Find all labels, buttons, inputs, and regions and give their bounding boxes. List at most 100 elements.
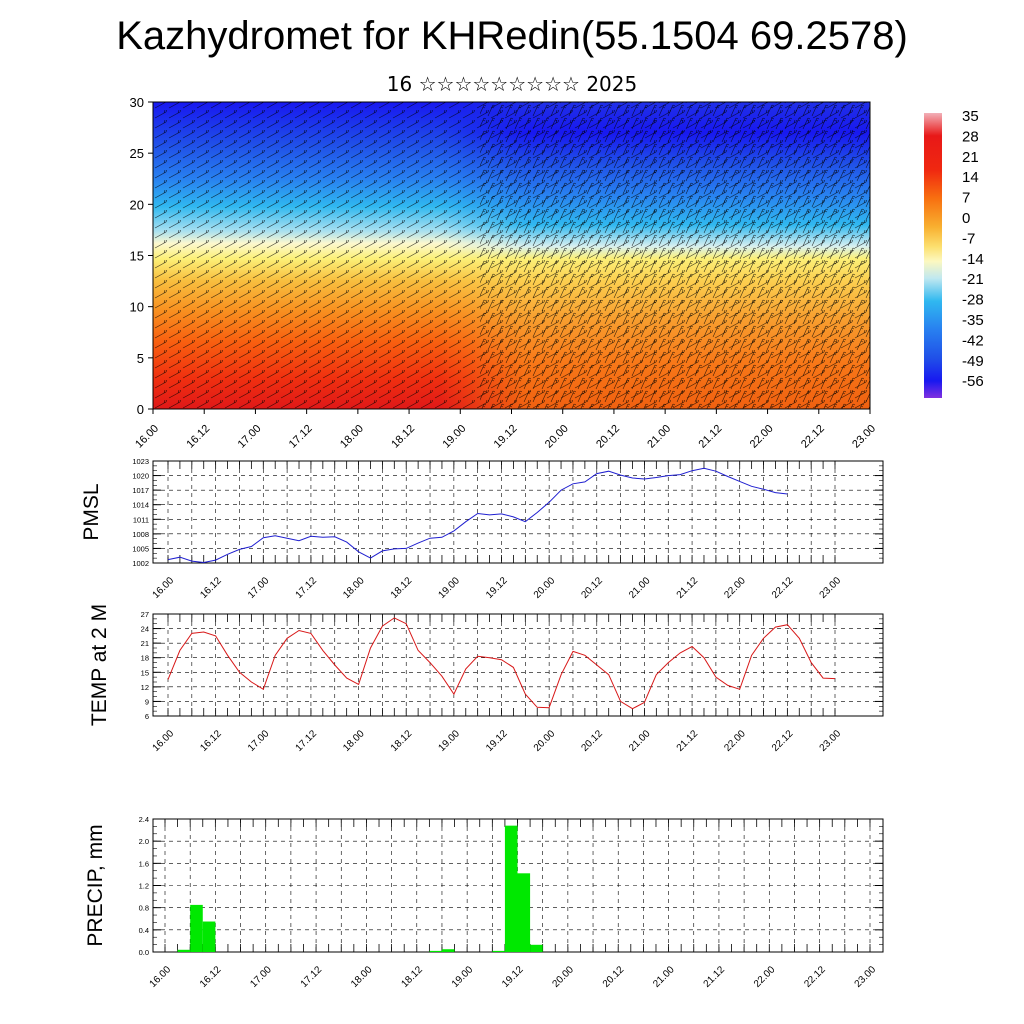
heatmap-xtick-label: 22.12 [799,423,827,451]
ytick-label: 0.0 [139,948,149,957]
precip-bar [190,904,203,952]
xtick-label: 21.00 [627,575,653,601]
ytick-label: 1014 [132,501,149,510]
xtick-label: 23.00 [818,575,844,601]
page-subtitle: 16 ☆☆☆☆☆☆☆☆☆ 2025 [386,72,638,96]
ytick-label: 24 [141,625,149,634]
xtick-label: 20.00 [532,575,558,601]
pmsl-panel: 1002 1005 1008 1011 1014 1017 1020 1023 16.00 16.… [80,457,884,601]
ytick-label: 1023 [132,457,149,466]
xtick-label: 19.00 [437,728,463,754]
temperature-cross-section: 0 5 10 15 20 25 30 16.00 16.12 17.00 17.12 18.00 18… [130,95,879,451]
xtick-label: 17.12 [299,964,325,990]
xtick-label: 17.12 [294,575,320,601]
colorbar-label: -14 [962,251,984,268]
ytick-label: 6 [145,712,149,721]
xtick-label: 20.00 [532,728,558,754]
xtick-label: 16.00 [151,575,177,601]
precip-bar [441,949,455,952]
xtick-label: 21.00 [627,728,653,754]
wind-barbs-layer-2 [480,102,870,409]
precip-bar [177,949,191,952]
xtick-label: 17.00 [246,575,272,601]
precip-panel: 0.0 0.4 0.8 1.2 1.6 2.0 2.4 16.00 16.12 17.00 17.1… [84,815,884,990]
ytick-label: 2.4 [139,815,149,824]
precip-bar [492,950,505,952]
heatmap-xtick-label: 22.00 [748,423,776,451]
xtick-label: 19.00 [437,575,463,601]
heatmap-xtick-label: 21.12 [697,423,725,451]
xtick-label: 21.12 [702,964,728,990]
heatmap-xtick-label: 21.00 [645,423,673,451]
series-line [167,467,788,564]
ytick-label: 1002 [132,559,149,568]
xtick-label: 20.00 [551,964,577,990]
ytick-label: 27 [141,610,149,619]
xtick-label: 20.12 [579,728,605,754]
precip-bar [429,950,442,952]
ytick-label: 18 [141,654,149,663]
xtick-label: 19.00 [450,964,476,990]
y-axis-title: TEMP at 2 M [88,604,111,726]
ytick-label: 1017 [132,486,149,495]
colorbar-label: -35 [962,312,984,329]
xtick-label: 20.12 [601,964,627,990]
colorbar-gradient [924,113,942,398]
ytick-label: 1011 [133,515,149,524]
xtick-label: 16.00 [151,728,177,754]
xtick-label: 22.12 [770,575,796,601]
colorbar-label: 35 [962,108,979,125]
xtick-label: 19.12 [500,964,526,990]
heatmap-xtick-label: 18.00 [338,423,366,451]
colorbar-label: 21 [962,149,979,166]
colorbar-label: -42 [962,332,984,349]
colorbar-label: -56 [962,373,984,390]
heatmap-ytick-label: 5 [137,351,144,366]
colorbar: 35 28 21 14 7 0 -7 -14 -21 -28 -35 -42 -49 -56 [924,108,984,398]
xtick-label: 18.00 [349,964,375,990]
colorbar-label: -21 [962,271,984,288]
ytick-label: 9 [145,697,149,706]
precip-bar [530,944,543,952]
colorbar-label: -49 [962,353,984,370]
xtick-label: 18.00 [341,728,367,754]
page-title: Kazhydromet for KHRedin(55.1504 69.2578) [116,14,908,58]
heatmap-xtick-label: 19.12 [492,423,520,451]
xtick-label: 22.12 [770,728,796,754]
xtick-label: 16.12 [198,728,224,754]
ytick-label: 1.6 [139,859,149,868]
ytick-label: 1005 [132,544,149,553]
xtick-label: 22.00 [752,964,778,990]
colorbar-label: -7 [962,230,975,247]
heatmap-xtick-label: 20.00 [543,423,571,451]
heatmap-xtick-label: 17.12 [287,423,315,451]
heatmap-ytick-label: 15 [130,249,144,264]
xtick-label: 17.00 [248,964,274,990]
heatmap-xtick-label: 19.00 [440,423,468,451]
xtick-label: 16.00 [148,964,174,990]
heatmap-xtick-label: 18.12 [389,423,417,451]
xtick-label: 19.12 [484,575,510,601]
ytick-label: 1.2 [139,882,149,891]
ytick-label: 1020 [132,472,149,481]
panel-frame [152,460,884,564]
precip-bar [504,825,518,952]
xtick-label: 18.00 [341,575,367,601]
xtick-label: 20.12 [579,575,605,601]
xtick-label: 21.12 [675,728,701,754]
xtick-label: 22.00 [722,575,748,601]
xtick-label: 19.12 [484,728,510,754]
heatmap-ytick-label: 25 [130,146,144,161]
xtick-label: 17.00 [246,728,272,754]
xtick-label: 23.00 [853,964,879,990]
heatmap-ytick-label: 20 [130,197,144,212]
heatmap-ytick-label: 0 [137,402,144,417]
colorbar-label: 14 [962,169,979,186]
heatmap-xtick-label: 16.00 [133,423,161,451]
xtick-label: 18.12 [399,964,425,990]
xtick-label: 16.12 [198,964,224,990]
series-line [167,617,836,710]
y-axis-title: PRECIP, mm [84,824,107,946]
ytick-label: 0.4 [139,926,149,935]
